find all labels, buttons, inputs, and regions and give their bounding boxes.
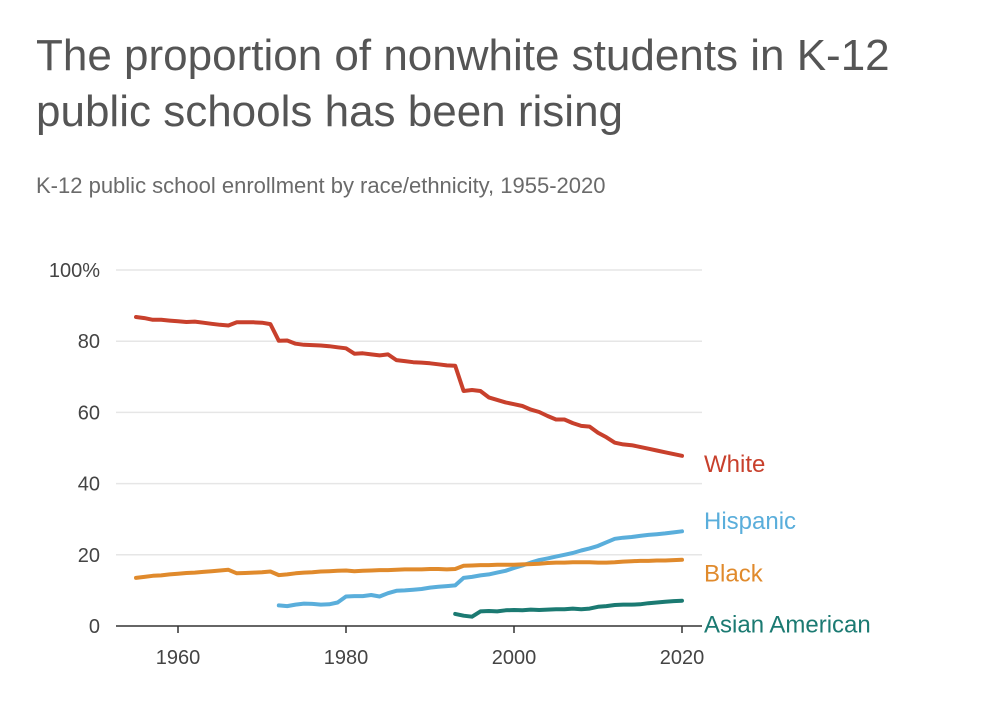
y-tick-label: 40	[78, 474, 100, 496]
series-line-black	[134, 557, 684, 580]
y-tick-label: 100%	[49, 260, 100, 282]
x-tick-label: 1980	[324, 647, 369, 669]
series-label-black: Black	[704, 560, 764, 587]
y-tick-label: 0	[89, 616, 100, 638]
series-labels: White Hispanic Black Asian American	[704, 451, 871, 639]
gridlines	[116, 269, 702, 556]
y-tick-label: 80	[78, 331, 100, 353]
x-tick-label: 2020	[660, 647, 705, 669]
chart-title: The proportion of nonwhite students in K…	[36, 31, 890, 136]
chart-subtitle: K-12 public school enrollment by race/et…	[36, 173, 606, 198]
series-line-hispanic	[276, 529, 684, 609]
series-label-hispanic: Hispanic	[704, 508, 796, 535]
series-line-asian-american	[453, 598, 684, 619]
series-label-asian-american: Asian American	[704, 612, 871, 639]
x-tick-label: 1960	[156, 647, 201, 669]
x-axis: 1960 1980 2000 2020	[116, 625, 705, 669]
y-axis-ticks: 0 20 40 60 80 100%	[49, 260, 100, 638]
x-tick-label: 2000	[492, 647, 537, 669]
y-tick-label: 60	[78, 402, 100, 424]
series-lines	[134, 315, 684, 619]
series-line-white	[134, 315, 684, 458]
y-tick-label: 20	[78, 545, 100, 567]
series-label-white: White	[704, 451, 765, 478]
